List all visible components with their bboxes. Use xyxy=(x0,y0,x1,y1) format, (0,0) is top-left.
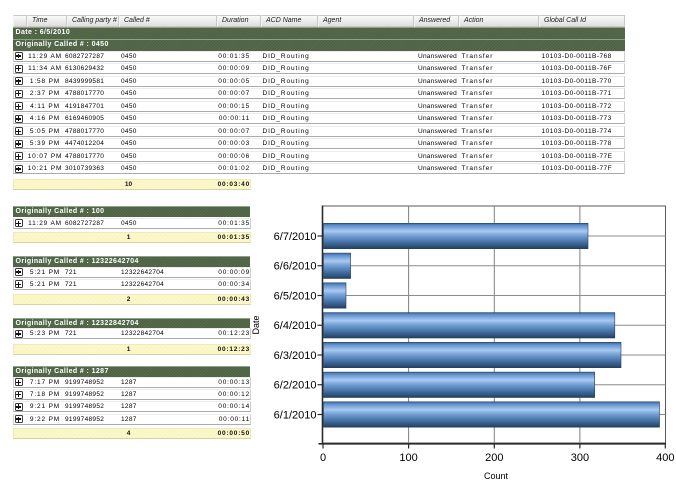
svg-text:300: 300 xyxy=(571,452,589,464)
svg-text:100: 100 xyxy=(399,452,417,464)
svg-text:6/2/2010: 6/2/2010 xyxy=(274,380,317,392)
svg-text:Count: Count xyxy=(484,471,509,481)
svg-text:6/4/2010: 6/4/2010 xyxy=(274,320,317,332)
svg-text:6/1/2010: 6/1/2010 xyxy=(274,409,317,421)
svg-text:6/7/2010: 6/7/2010 xyxy=(274,231,317,243)
svg-text:6/5/2010: 6/5/2010 xyxy=(274,290,317,302)
svg-text:6/3/2010: 6/3/2010 xyxy=(274,350,317,362)
svg-text:400: 400 xyxy=(656,452,674,464)
svg-text:6/6/2010: 6/6/2010 xyxy=(274,261,317,273)
svg-text:0: 0 xyxy=(320,452,326,464)
svg-text:200: 200 xyxy=(485,452,503,464)
svg-text:Date: Date xyxy=(251,315,261,334)
